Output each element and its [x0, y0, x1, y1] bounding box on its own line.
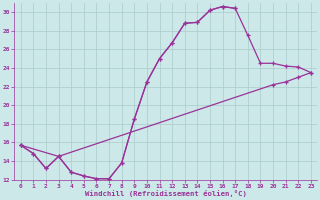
X-axis label: Windchill (Refroidissement éolien,°C): Windchill (Refroidissement éolien,°C): [85, 190, 247, 197]
